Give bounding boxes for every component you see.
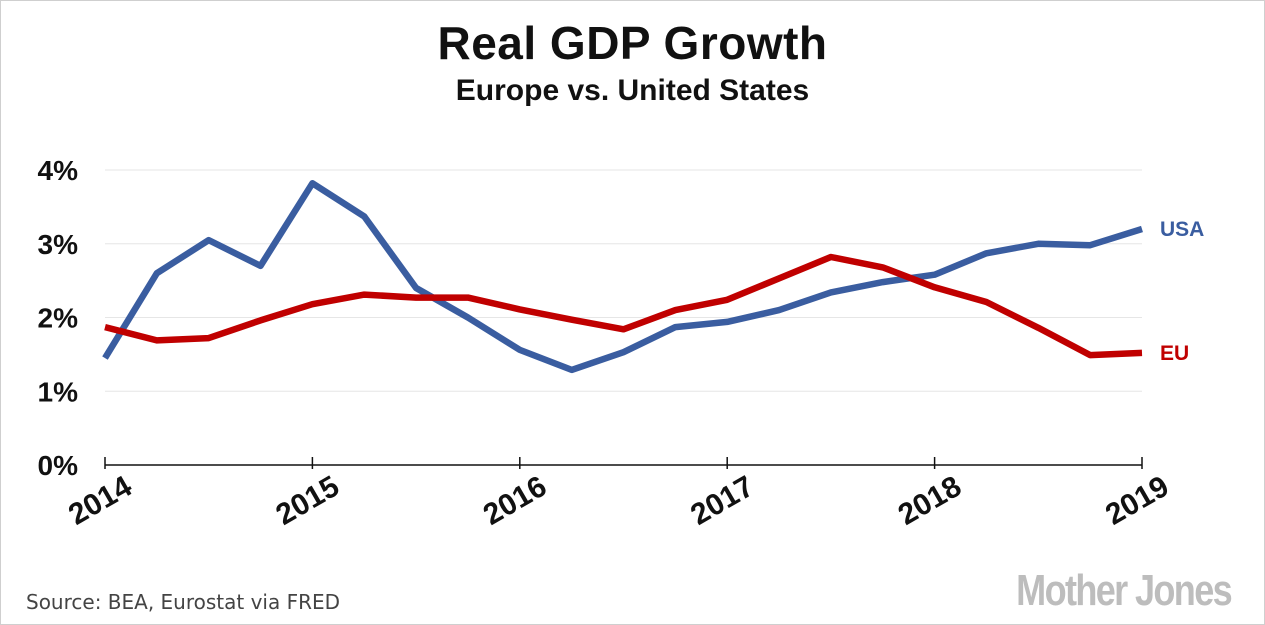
series-label-usa: USA [1160,218,1204,241]
y-tick-label: 1% [38,376,79,407]
source-note: Source: BEA, Eurostat via FRED [26,590,341,614]
y-tick-label: 3% [38,229,79,260]
y-tick-label: 2% [38,303,79,334]
x-tick-label: 2019 [1100,470,1174,532]
chart-title: Real GDP Growth [437,17,828,69]
x-tick-label: 2017 [685,470,759,532]
chart-subtitle: Europe vs. United States [455,74,810,107]
series-line-usa [102,180,1143,374]
series-label-eu: EU [1160,342,1189,365]
x-tick-label: 2018 [893,470,967,532]
series-line-eu [104,253,1143,359]
x-tick-label: 2016 [478,470,552,532]
publisher-logo: Mother Jones [1016,566,1233,615]
y-tick-label: 0% [38,450,79,481]
y-tick-label: 4% [38,155,79,186]
x-tick-label: 2015 [270,470,344,532]
